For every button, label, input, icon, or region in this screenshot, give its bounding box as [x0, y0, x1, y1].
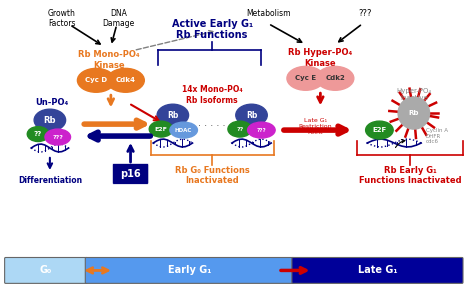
Text: HDAC: HDAC: [175, 128, 192, 133]
Ellipse shape: [287, 66, 324, 90]
FancyBboxPatch shape: [292, 257, 463, 283]
FancyBboxPatch shape: [5, 257, 87, 283]
Ellipse shape: [236, 104, 267, 126]
Ellipse shape: [77, 68, 115, 92]
Circle shape: [398, 97, 429, 129]
Text: Cyc D: Cyc D: [85, 77, 107, 83]
Ellipse shape: [170, 122, 198, 138]
Text: Rb: Rb: [246, 111, 257, 120]
Text: Cyc E: Cyc E: [295, 75, 316, 81]
Text: Cdk2: Cdk2: [325, 75, 345, 81]
Text: Differentiation: Differentiation: [18, 176, 82, 185]
Text: 14x Mono-PO₄
Rb Isoforms: 14x Mono-PO₄ Rb Isoforms: [182, 85, 243, 105]
Text: p16: p16: [120, 169, 141, 179]
Ellipse shape: [149, 121, 173, 137]
Text: Rb Mono-PO₄
Kinase: Rb Mono-PO₄ Kinase: [78, 50, 140, 70]
Text: Metabolism: Metabolism: [246, 9, 291, 18]
Text: ???: ???: [358, 9, 372, 18]
FancyBboxPatch shape: [112, 163, 149, 184]
Text: Hyper-PO₄
Inactive: Hyper-PO₄ Inactive: [396, 88, 431, 101]
Text: Rb: Rb: [409, 110, 419, 116]
Text: Active Early G₁
Rb Functions: Active Early G₁ Rb Functions: [172, 18, 253, 40]
Text: Growth
Factors: Growth Factors: [48, 9, 76, 28]
Text: Cdk4: Cdk4: [116, 77, 136, 83]
Text: Un-PO₄: Un-PO₄: [35, 98, 68, 107]
Text: ??: ??: [236, 127, 243, 132]
Text: G₀: G₀: [40, 266, 52, 275]
Text: DNA
Damage: DNA Damage: [102, 9, 135, 28]
Text: E2F: E2F: [155, 127, 167, 132]
Ellipse shape: [365, 121, 393, 139]
Text: Rb: Rb: [44, 116, 56, 125]
Text: ??: ??: [34, 131, 42, 137]
Text: Rb: Rb: [167, 111, 179, 120]
Text: ???: ???: [256, 128, 266, 133]
Ellipse shape: [228, 121, 252, 137]
Text: Late G₁: Late G₁: [357, 266, 397, 275]
Ellipse shape: [34, 109, 65, 131]
Ellipse shape: [247, 122, 275, 138]
Ellipse shape: [45, 129, 71, 145]
Text: Rb G₀ Functions
Inactivated: Rb G₀ Functions Inactivated: [175, 166, 249, 185]
Text: Rb Early G₁
Functions Inactivated: Rb Early G₁ Functions Inactivated: [358, 166, 461, 185]
Text: Late G₁
Restriction
Point: Late G₁ Restriction Point: [299, 118, 332, 135]
Ellipse shape: [27, 127, 49, 142]
Text: E2F: E2F: [372, 127, 386, 133]
Ellipse shape: [107, 68, 144, 92]
Text: Cyclin A
DHFR
cdc6: Cyclin A DHFR cdc6: [426, 128, 447, 144]
Text: ???: ???: [52, 135, 63, 139]
Text: . . . . .: . . . . .: [199, 118, 226, 128]
Text: Rb Hyper-PO₄
Kinase: Rb Hyper-PO₄ Kinase: [288, 49, 353, 68]
FancyBboxPatch shape: [85, 257, 294, 283]
Text: Early G₁: Early G₁: [168, 266, 211, 275]
Ellipse shape: [317, 66, 354, 90]
Ellipse shape: [157, 104, 189, 126]
